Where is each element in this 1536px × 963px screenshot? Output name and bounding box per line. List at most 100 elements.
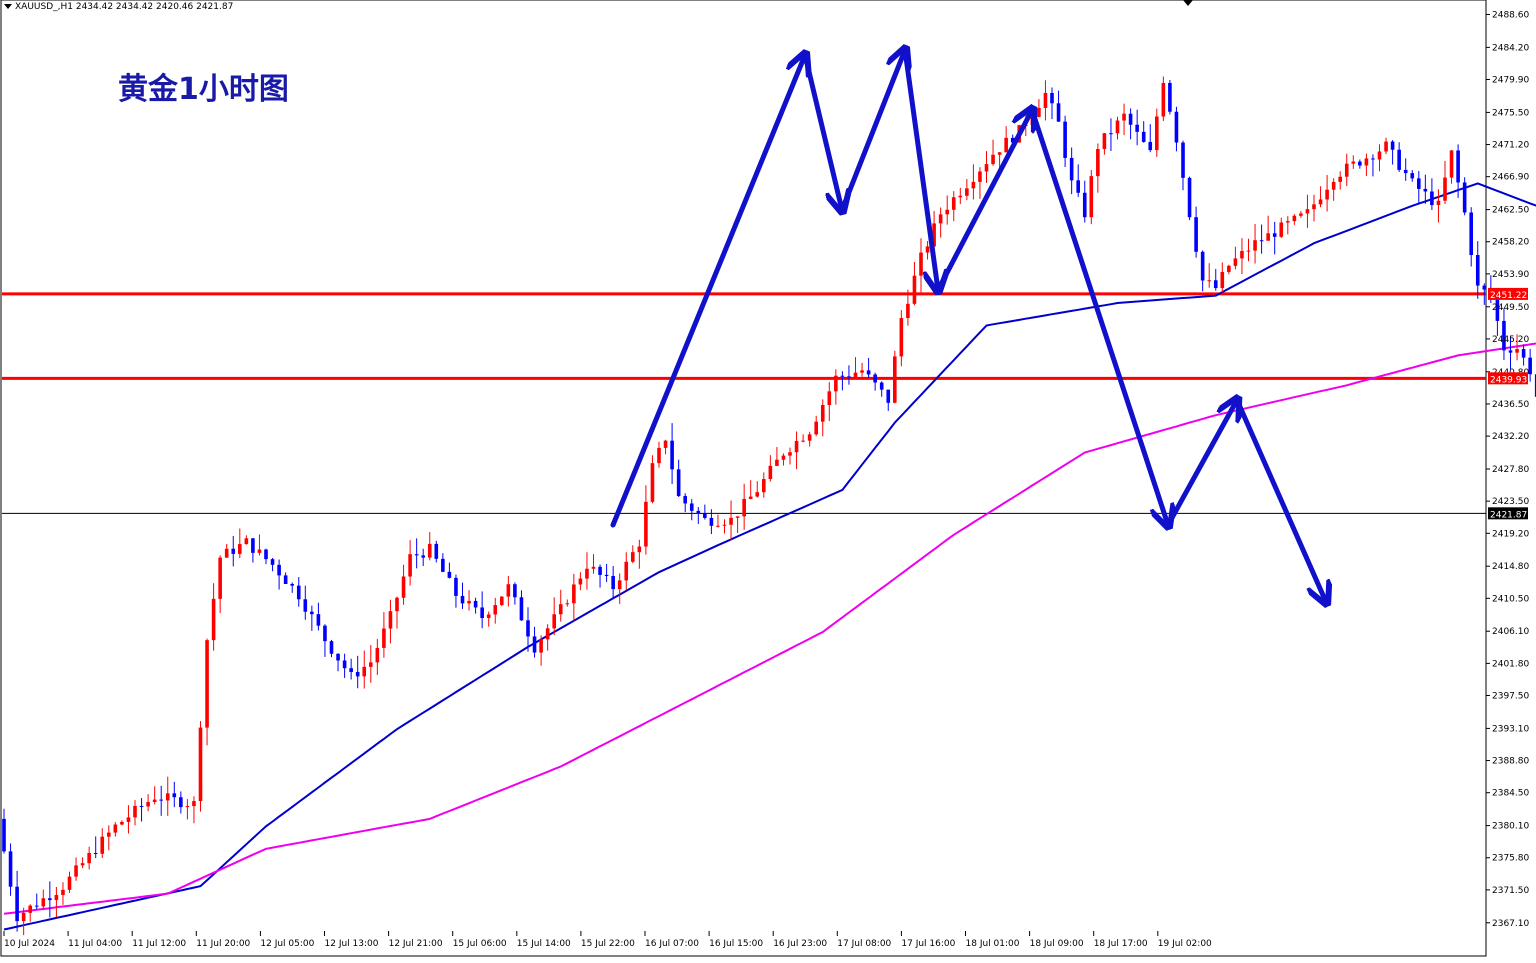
candle-body [585,568,589,579]
y-tick-label: 2449.50 [1492,303,1529,313]
x-tick-label: 12 Jul 21:00 [389,939,443,949]
x-tick-label: 11 Jul 20:00 [196,939,250,949]
candle-body [781,455,786,460]
candle-body [342,660,347,669]
candle-body [1397,149,1401,170]
annotation-arrow [1029,107,1168,525]
candle-body [500,596,504,606]
candle-body [251,538,255,553]
candle-body [506,584,511,597]
candle-body [1475,255,1480,286]
candle-body [270,559,275,565]
price-axis: 2488.60 2484.20 2479.90 2475.50 2471.20 2466.… [1486,10,1529,929]
candle-body [1528,357,1532,375]
candle-body [34,905,39,907]
candle-body [1056,103,1061,122]
symbol-ohlc-text: XAUUSD_,H1 2434.42 2434.42 2420.46 2421.… [15,2,234,12]
candle-body [958,195,963,198]
candle-body [1482,285,1487,290]
chevron-down-icon[interactable] [4,4,12,9]
candle-body [1266,233,1270,241]
x-tick-label: 10 Jul 2024 [4,939,55,949]
y-tick-label: 2484.20 [1492,43,1529,53]
candle-body [1272,233,1277,237]
y-tick-label: 2462.50 [1492,206,1529,216]
candle-body [401,576,406,598]
candle-body [1358,161,1362,166]
candle-body [696,510,701,514]
candle-body [847,376,851,378]
y-tick-label: 2436.50 [1492,400,1529,410]
candle-body [703,513,707,518]
shift-marker-icon[interactable] [1183,0,1193,6]
y-tick-label: 2488.60 [1492,10,1529,20]
y-tick-label: 2466.90 [1492,173,1529,183]
candle-body [971,181,976,189]
candle-body [87,852,91,864]
candle-body [1220,271,1225,289]
candle-body [61,889,65,895]
candle-body [80,863,85,866]
candle-body [1351,161,1356,164]
candle-body [172,793,177,798]
y-tick-label: 2375.80 [1492,854,1529,864]
symbol-header: XAUUSD_,H1 2434.42 2434.42 2420.46 2421.… [4,2,233,12]
candle-body [126,817,131,822]
candle-body [1390,141,1395,150]
candle-body [748,496,753,499]
candle-body [41,898,46,907]
candle-body [185,806,190,808]
y-tick-label: 2471.20 [1492,141,1529,151]
candle-body [1338,176,1342,182]
chart-title-overlay: 黄金1小时图 [118,72,289,107]
candle-body [316,614,321,626]
candle-body [938,214,943,224]
candle-body [1122,113,1126,121]
candle-body [788,452,792,456]
candle-body [820,405,825,422]
x-tick-label: 18 Jul 01:00 [966,939,1020,949]
candle-body [165,793,170,801]
y-tick-label: 2479.90 [1492,76,1529,86]
annotation-arrow [610,55,805,528]
candle-body [709,517,714,526]
candle-body [329,641,334,654]
x-tick-label: 18 Jul 09:00 [1030,939,1084,949]
candle-body [1227,265,1231,272]
candle-body [427,543,432,558]
candles [2,76,1536,936]
candle-body [886,389,891,403]
candle-body [526,620,530,637]
candle-body [617,580,622,590]
candle-body [218,557,222,599]
candle-body [93,852,98,854]
candle-body [742,498,746,517]
y-tick-label: 2427.80 [1492,465,1529,475]
candle-body [133,805,137,818]
candle-body [257,549,262,553]
candle-body [238,544,242,554]
y-tick-label: 2384.50 [1492,789,1529,799]
candle-body [637,546,642,553]
candle-body [67,876,72,890]
candle-body [100,836,105,854]
candle-body [224,548,229,558]
y-tick-label: 2445.20 [1492,335,1529,345]
annotation-arrow [839,50,905,213]
x-tick-label: 16 Jul 23:00 [773,939,827,949]
candle-body [1469,212,1473,256]
y-tick-label: 2423.50 [1492,497,1529,507]
candle-body [689,503,694,511]
price-tags: 2451.22 2439.93 2421.87 [1488,287,1528,520]
candle-body [1010,137,1015,143]
y-tick-label: 2397.50 [1492,692,1529,702]
candle-body [336,653,340,661]
candle-body [159,799,163,801]
candle-body [375,647,380,663]
candle-body [211,598,216,641]
candle-body [1534,374,1536,397]
candle-body [768,465,773,480]
price-tag [1488,372,1528,385]
